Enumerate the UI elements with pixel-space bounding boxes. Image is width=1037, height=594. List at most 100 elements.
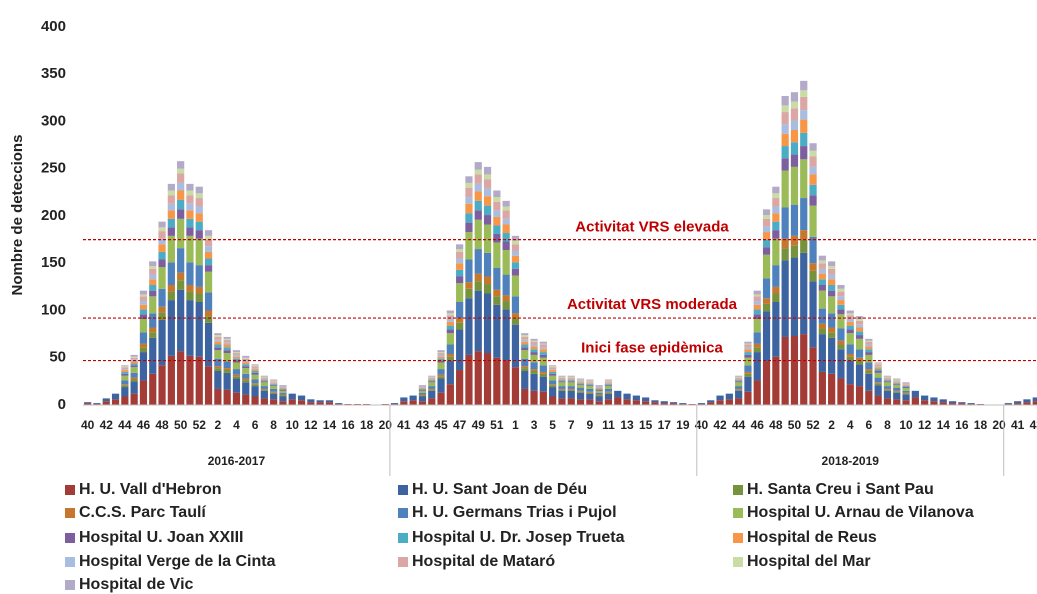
bar-segment (418, 390, 427, 393)
bar-segment (800, 252, 808, 335)
bar-segment (744, 391, 752, 405)
bar-segment (753, 309, 761, 315)
bar-segment (418, 395, 427, 397)
bar-segment (735, 375, 743, 377)
legend-label: H. U. Sant Joan de Déu (412, 481, 587, 498)
bar-segment (437, 354, 445, 357)
bar-segment (204, 271, 213, 293)
bar-segment (772, 186, 780, 194)
bar-segment (549, 366, 557, 368)
bar-segment (576, 382, 585, 384)
bar-segment (502, 274, 510, 296)
bar-segment (781, 146, 789, 159)
bar-segment (744, 347, 752, 350)
bar-segment (865, 352, 873, 355)
legend-label: H. U. Germans Trias i Pujol (412, 504, 617, 521)
bar-segment (1032, 401, 1037, 405)
bar-segment (753, 290, 761, 295)
bar-segment (800, 334, 808, 405)
bar-segment (437, 352, 445, 354)
bar-segment (437, 369, 445, 375)
bar-segment (465, 354, 473, 405)
bar-segment (567, 376, 575, 378)
bar-segment (251, 372, 259, 375)
bar-segment (539, 343, 547, 345)
bar-segment (130, 354, 138, 357)
x-tick-label: 49 (472, 418, 486, 432)
bar-segment (260, 381, 268, 383)
y-tick-label: 300 (41, 112, 66, 129)
bar-segment (725, 399, 733, 405)
bar-segment (762, 311, 771, 362)
bar-segment (893, 391, 901, 393)
bar-segment (855, 349, 864, 358)
bar-segment (121, 367, 129, 370)
legend-swatch (733, 533, 743, 543)
bar-segment (167, 203, 175, 211)
bar-segment (893, 387, 901, 391)
bar-segment (893, 384, 901, 386)
bar-segment (232, 378, 241, 393)
bar-segment (121, 371, 129, 374)
bar-segment (521, 350, 529, 359)
bar-segment (865, 341, 873, 345)
bar-segment (242, 394, 250, 405)
x-tick-label: 50 (174, 418, 188, 432)
bar-segment (204, 235, 213, 240)
bar-segment (279, 395, 287, 397)
bar-segment (809, 347, 817, 405)
bar-segment (604, 391, 613, 393)
bar-segment (558, 380, 566, 382)
bar-segment (595, 388, 603, 390)
bar-segment (204, 316, 213, 323)
bar-segment (893, 379, 901, 381)
bar-segment (874, 367, 882, 370)
bar-segment (772, 193, 780, 199)
bar-segment (818, 268, 826, 274)
bar-segment (855, 338, 864, 350)
bar-segment (325, 400, 334, 403)
bar-segment (576, 392, 585, 400)
bar-segment (651, 400, 659, 403)
legend-swatch (65, 508, 75, 518)
bar-segment (474, 174, 482, 184)
bar-segment (195, 206, 203, 214)
bar-segment (186, 183, 194, 191)
bar-segment (781, 260, 789, 337)
bar-segment (474, 169, 482, 175)
bar-segment (223, 353, 231, 362)
bar-segment (204, 239, 213, 247)
bar-segment (130, 377, 138, 380)
bar-segment (530, 349, 538, 353)
bar-segment (790, 108, 799, 121)
x-tick-label: 8 (270, 418, 277, 432)
bar-segment (660, 401, 668, 404)
bar-segment (772, 238, 780, 266)
bar-segment (195, 230, 203, 239)
bar-segment (939, 399, 947, 403)
bar-segment (418, 396, 427, 402)
bar-segment (809, 236, 817, 264)
bar-segment (214, 388, 222, 405)
bar-segment (121, 384, 129, 386)
bar-segment (223, 350, 231, 354)
bar-segment (456, 370, 464, 405)
bar-segment (874, 382, 882, 384)
bar-segment (232, 356, 241, 359)
bar-segment (902, 393, 910, 395)
bar-segment (567, 375, 575, 377)
bar-segment (865, 344, 873, 347)
x-tick-label: 9 (587, 418, 594, 432)
bar-segment (800, 80, 808, 91)
bar-segment (735, 377, 743, 379)
bar-segment (465, 298, 473, 355)
bar-segment (418, 387, 427, 389)
bar-segment (669, 402, 678, 404)
bar-segment (539, 376, 547, 392)
bar-segment (502, 250, 510, 275)
bar-segment (818, 334, 826, 372)
bar-segment (558, 388, 566, 390)
bar-segment (539, 349, 547, 353)
bar-segment (186, 300, 194, 356)
bar-segment (493, 190, 501, 198)
